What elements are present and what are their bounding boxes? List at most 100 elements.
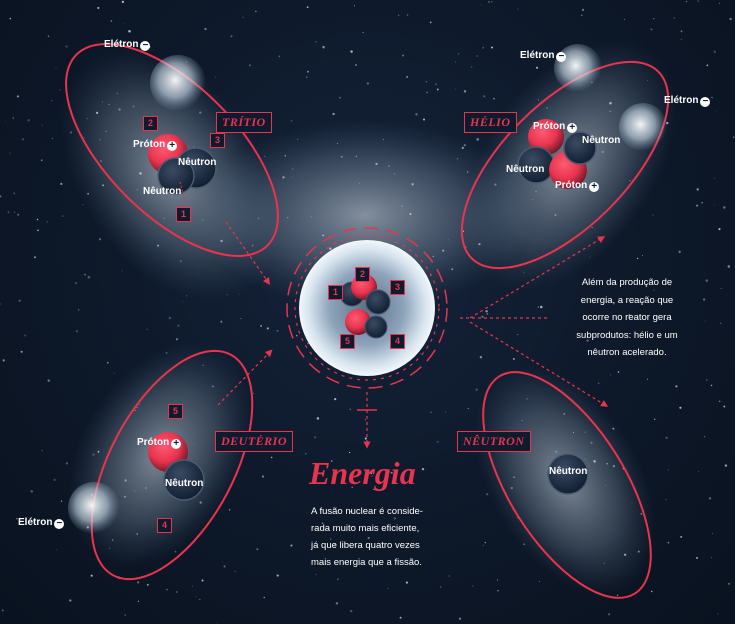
star	[242, 16, 244, 18]
star	[146, 583, 149, 586]
star	[393, 525, 396, 528]
star	[46, 221, 48, 223]
marker-4: 4	[157, 518, 172, 533]
star	[322, 45, 325, 49]
star	[199, 598, 201, 601]
star	[47, 379, 50, 382]
star	[517, 8, 519, 10]
star	[334, 543, 337, 546]
star	[168, 316, 172, 320]
star	[719, 322, 722, 324]
star	[713, 50, 716, 53]
star	[60, 500, 63, 502]
star	[717, 613, 719, 615]
star	[616, 594, 619, 596]
star	[1, 609, 4, 612]
star	[445, 411, 447, 413]
star	[653, 17, 655, 20]
star	[667, 469, 669, 471]
star	[9, 152, 11, 154]
deuterio-neutron	[163, 459, 205, 501]
star	[729, 17, 732, 21]
tritio-neutron-label-2: Nêutron	[143, 186, 182, 197]
minus-sign-icon: −	[54, 519, 65, 529]
star	[656, 354, 658, 356]
star	[255, 10, 257, 13]
marker-2: 2	[143, 116, 158, 131]
star	[306, 6, 309, 9]
star	[636, 257, 639, 260]
star	[376, 563, 379, 566]
star	[454, 88, 456, 90]
star	[415, 113, 418, 116]
star	[0, 303, 1, 305]
star	[479, 355, 483, 359]
star	[680, 535, 683, 538]
star	[440, 586, 442, 588]
neutron-orbit	[482, 371, 652, 599]
star	[30, 490, 33, 493]
star	[422, 118, 426, 121]
marker-3: 3	[210, 133, 225, 148]
star	[525, 51, 527, 53]
star	[512, 357, 515, 360]
tag-neutron: NÊUTRON	[457, 431, 531, 452]
star	[181, 300, 183, 302]
star	[348, 451, 351, 454]
star	[349, 408, 352, 411]
star	[724, 464, 728, 467]
star	[406, 75, 409, 78]
star	[480, 4, 482, 6]
star	[680, 30, 683, 33]
star	[253, 392, 255, 394]
star	[679, 406, 682, 409]
star	[350, 510, 353, 513]
star	[4, 120, 6, 122]
tag-tritio: TRÍTIO	[216, 112, 272, 133]
star	[711, 96, 713, 99]
core-marker-2: 2	[355, 267, 370, 282]
energia-title: Energia	[309, 455, 416, 491]
star	[336, 578, 339, 581]
star	[364, 437, 367, 440]
star	[387, 588, 389, 589]
star	[701, 202, 703, 204]
star	[305, 452, 307, 455]
star	[51, 137, 53, 139]
star	[653, 289, 655, 291]
star	[13, 211, 15, 213]
helio-neutron-label-1: Nêutron	[582, 135, 621, 146]
star	[55, 67, 57, 69]
star	[653, 418, 656, 421]
star	[435, 83, 437, 85]
star	[371, 475, 373, 477]
star	[351, 486, 353, 489]
star	[366, 82, 370, 85]
star	[110, 20, 113, 22]
star	[714, 177, 716, 179]
star	[665, 436, 668, 439]
star	[484, 541, 486, 544]
tritio-neutron-2	[157, 157, 195, 195]
star	[471, 66, 473, 68]
star	[624, 18, 625, 20]
core-wave-ring	[294, 235, 440, 381]
star	[406, 14, 409, 16]
star	[454, 61, 456, 63]
star	[37, 229, 39, 232]
star	[715, 110, 717, 112]
star	[276, 329, 279, 332]
star	[702, 298, 706, 301]
star	[316, 417, 320, 420]
star	[315, 41, 317, 43]
star	[59, 89, 61, 91]
star	[215, 622, 217, 624]
helio-electron-label-1: Elétron −	[520, 50, 567, 62]
star	[192, 585, 194, 587]
star	[349, 609, 353, 613]
star	[710, 384, 713, 387]
star	[41, 124, 43, 126]
star	[234, 570, 236, 573]
star	[75, 330, 79, 333]
star	[223, 565, 226, 568]
